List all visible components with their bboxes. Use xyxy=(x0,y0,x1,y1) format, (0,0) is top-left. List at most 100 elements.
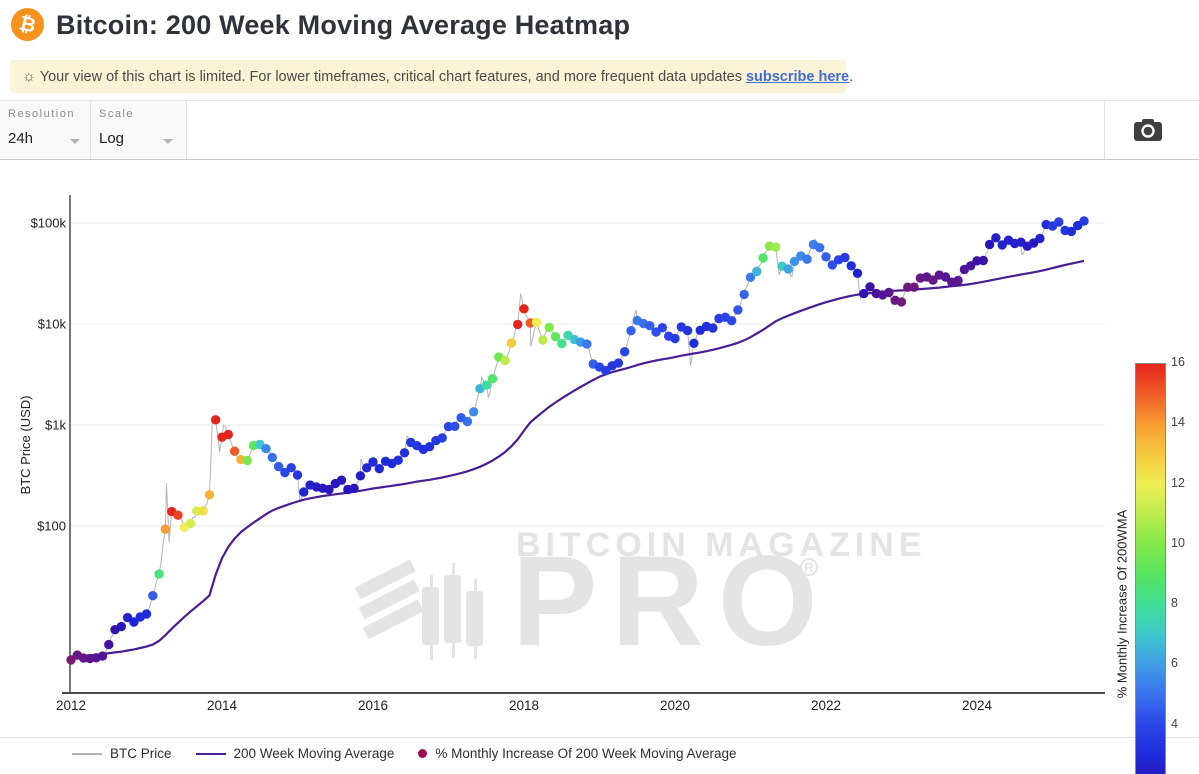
monthly-heat-dot[interactable] xyxy=(450,421,460,431)
monthly-heat-dot[interactable] xyxy=(689,338,699,348)
monthly-heat-dot[interactable] xyxy=(362,463,372,473)
monthly-heat-dot[interactable] xyxy=(896,297,907,307)
monthly-heat-dot[interactable] xyxy=(462,416,473,427)
monthly-heat-dot[interactable] xyxy=(211,415,221,425)
monthly-heat-dot[interactable] xyxy=(815,243,825,253)
monthly-heat-dot[interactable] xyxy=(840,252,850,263)
monthly-heat-dot[interactable] xyxy=(481,380,491,390)
monthly-heat-dot[interactable] xyxy=(953,275,963,286)
monthly-heat-dot[interactable] xyxy=(349,483,359,493)
monthly-heat-dot[interactable] xyxy=(1054,217,1064,227)
monthly-heat-dot[interactable] xyxy=(355,471,366,481)
monthly-heat-dot[interactable] xyxy=(424,442,435,452)
monthly-heat-dot[interactable] xyxy=(292,470,303,480)
monthly-heat-dot[interactable] xyxy=(771,242,781,252)
screenshot-button[interactable] xyxy=(1133,118,1163,142)
monthly-heat-dot[interactable] xyxy=(368,457,378,467)
monthly-heat-dot[interactable] xyxy=(739,289,749,300)
monthly-heat-dot[interactable] xyxy=(223,429,233,440)
monthly-heat-dot[interactable] xyxy=(645,321,655,331)
scale-dropdown[interactable]: Scale Log xyxy=(91,101,187,159)
monthly-heat-dot[interactable] xyxy=(280,467,290,478)
monthly-heat-dot[interactable] xyxy=(991,233,1001,243)
monthly-heat-dot[interactable] xyxy=(670,333,680,344)
monthly-heat-dot[interactable] xyxy=(513,319,523,330)
monthly-heat-dot[interactable] xyxy=(129,617,139,627)
monthly-heat-dot[interactable] xyxy=(393,455,403,465)
legend-item-btc-price[interactable]: BTC Price xyxy=(72,746,172,761)
legend-item-monthly-increase[interactable]: % Monthly Increase Of 200 Week Moving Av… xyxy=(418,746,737,761)
monthly-heat-dot[interactable] xyxy=(487,374,498,384)
monthly-heat-dot[interactable] xyxy=(733,305,743,315)
monthly-heat-dot[interactable] xyxy=(544,322,554,333)
monthly-heat-dot[interactable] xyxy=(267,452,277,463)
monthly-heat-dot[interactable] xyxy=(928,275,938,285)
monthly-heat-dot[interactable] xyxy=(198,506,208,516)
monthly-heat-dot[interactable] xyxy=(752,266,762,277)
monthly-heat-dot[interactable] xyxy=(185,518,196,529)
monthly-heat-dot[interactable] xyxy=(519,304,529,314)
monthly-heat-dot[interactable] xyxy=(261,444,271,454)
monthly-heat-dot[interactable] xyxy=(160,524,171,534)
monthly-heat-dot[interactable] xyxy=(336,475,347,485)
monthly-heat-dot[interactable] xyxy=(399,448,410,458)
monthly-heat-dot[interactable] xyxy=(299,487,309,497)
monthly-heat-dot[interactable] xyxy=(1066,226,1077,237)
price-chart-canvas[interactable]: $100k $10k $1k $100 2012 2014 2016 2018 2020 2022… xyxy=(0,160,1199,737)
monthly-heat-dot[interactable] xyxy=(821,252,831,262)
monthly-heat-dot[interactable] xyxy=(657,323,668,333)
monthly-heat-dot[interactable] xyxy=(437,433,447,443)
monthly-heat-dot[interactable] xyxy=(173,510,183,520)
monthly-heat-dot[interactable] xyxy=(204,490,215,500)
monthly-heat-dot[interactable] xyxy=(758,253,768,263)
monthly-heat-dot[interactable] xyxy=(154,569,164,579)
monthly-heat-dot[interactable] xyxy=(538,335,548,345)
monthly-heat-dot[interactable] xyxy=(613,358,624,368)
monthly-heat-dot[interactable] xyxy=(909,282,919,292)
monthly-heat-dot[interactable] xyxy=(506,338,517,348)
monthly-heat-dot[interactable] xyxy=(148,591,158,601)
monthly-heat-dot[interactable] xyxy=(859,288,869,299)
monthly-heat-dot[interactable] xyxy=(116,621,127,632)
monthly-heat-dot[interactable] xyxy=(626,326,636,336)
monthly-heat-dot[interactable] xyxy=(141,609,152,619)
monthly-heat-dot[interactable] xyxy=(273,461,284,472)
monthly-heat-dot[interactable] xyxy=(229,446,240,456)
monthly-heat-dot[interactable] xyxy=(984,239,995,250)
monthly-heat-dot[interactable] xyxy=(242,455,252,466)
resolution-dropdown[interactable]: Resolution 24h xyxy=(0,101,91,159)
monthly-heat-dot[interactable] xyxy=(726,316,737,326)
monthly-heat-dot[interactable] xyxy=(557,338,567,349)
monthly-heat-dot[interactable] xyxy=(940,272,951,282)
monthly-heat-dot[interactable] xyxy=(500,355,510,366)
monthly-heat-dot[interactable] xyxy=(802,254,812,264)
monthly-heat-dot[interactable] xyxy=(104,639,114,650)
monthly-heat-dot[interactable] xyxy=(374,464,384,474)
monthly-heat-dot[interactable] xyxy=(966,261,976,271)
monthly-heat-dot[interactable] xyxy=(827,260,837,270)
monthly-heat-dot[interactable] xyxy=(682,325,693,336)
monthly-heat-dot[interactable] xyxy=(852,268,863,278)
monthly-heat-dot[interactable] xyxy=(97,651,108,661)
monthly-heat-dot[interactable] xyxy=(745,272,756,282)
monthly-heat-dot[interactable] xyxy=(582,339,592,349)
monthly-heat-dot[interactable] xyxy=(550,332,561,342)
monthly-heat-dot[interactable] xyxy=(846,261,856,271)
monthly-heat-dot[interactable] xyxy=(884,287,894,298)
monthly-heat-dot[interactable] xyxy=(469,407,479,417)
monthly-heat-dot[interactable] xyxy=(1035,233,1045,244)
monthly-heat-dot[interactable] xyxy=(708,323,718,333)
legend-item-200wma[interactable]: 200 Week Moving Average xyxy=(195,746,394,761)
monthly-heat-dot[interactable] xyxy=(286,463,296,473)
monthly-heat-dot[interactable] xyxy=(978,255,988,266)
monthly-heat-dot[interactable] xyxy=(1079,216,1089,226)
monthly-heat-dot[interactable] xyxy=(789,256,800,267)
monthly-heat-dot[interactable] xyxy=(620,347,630,357)
monthly-heat-dot[interactable] xyxy=(783,264,793,274)
chart-area[interactable]: BITCOIN MAGAZINE PRO R $100k $10k $1k $100 2… xyxy=(0,160,1199,774)
legend-label: % Monthly Increase Of 200 Week Moving Av… xyxy=(435,746,737,761)
monthly-heat-dot[interactable] xyxy=(324,484,334,495)
monthly-heat-dot[interactable] xyxy=(865,282,875,292)
subscribe-link[interactable]: subscribe here xyxy=(745,68,850,85)
monthly-heat-dot[interactable] xyxy=(531,317,542,327)
